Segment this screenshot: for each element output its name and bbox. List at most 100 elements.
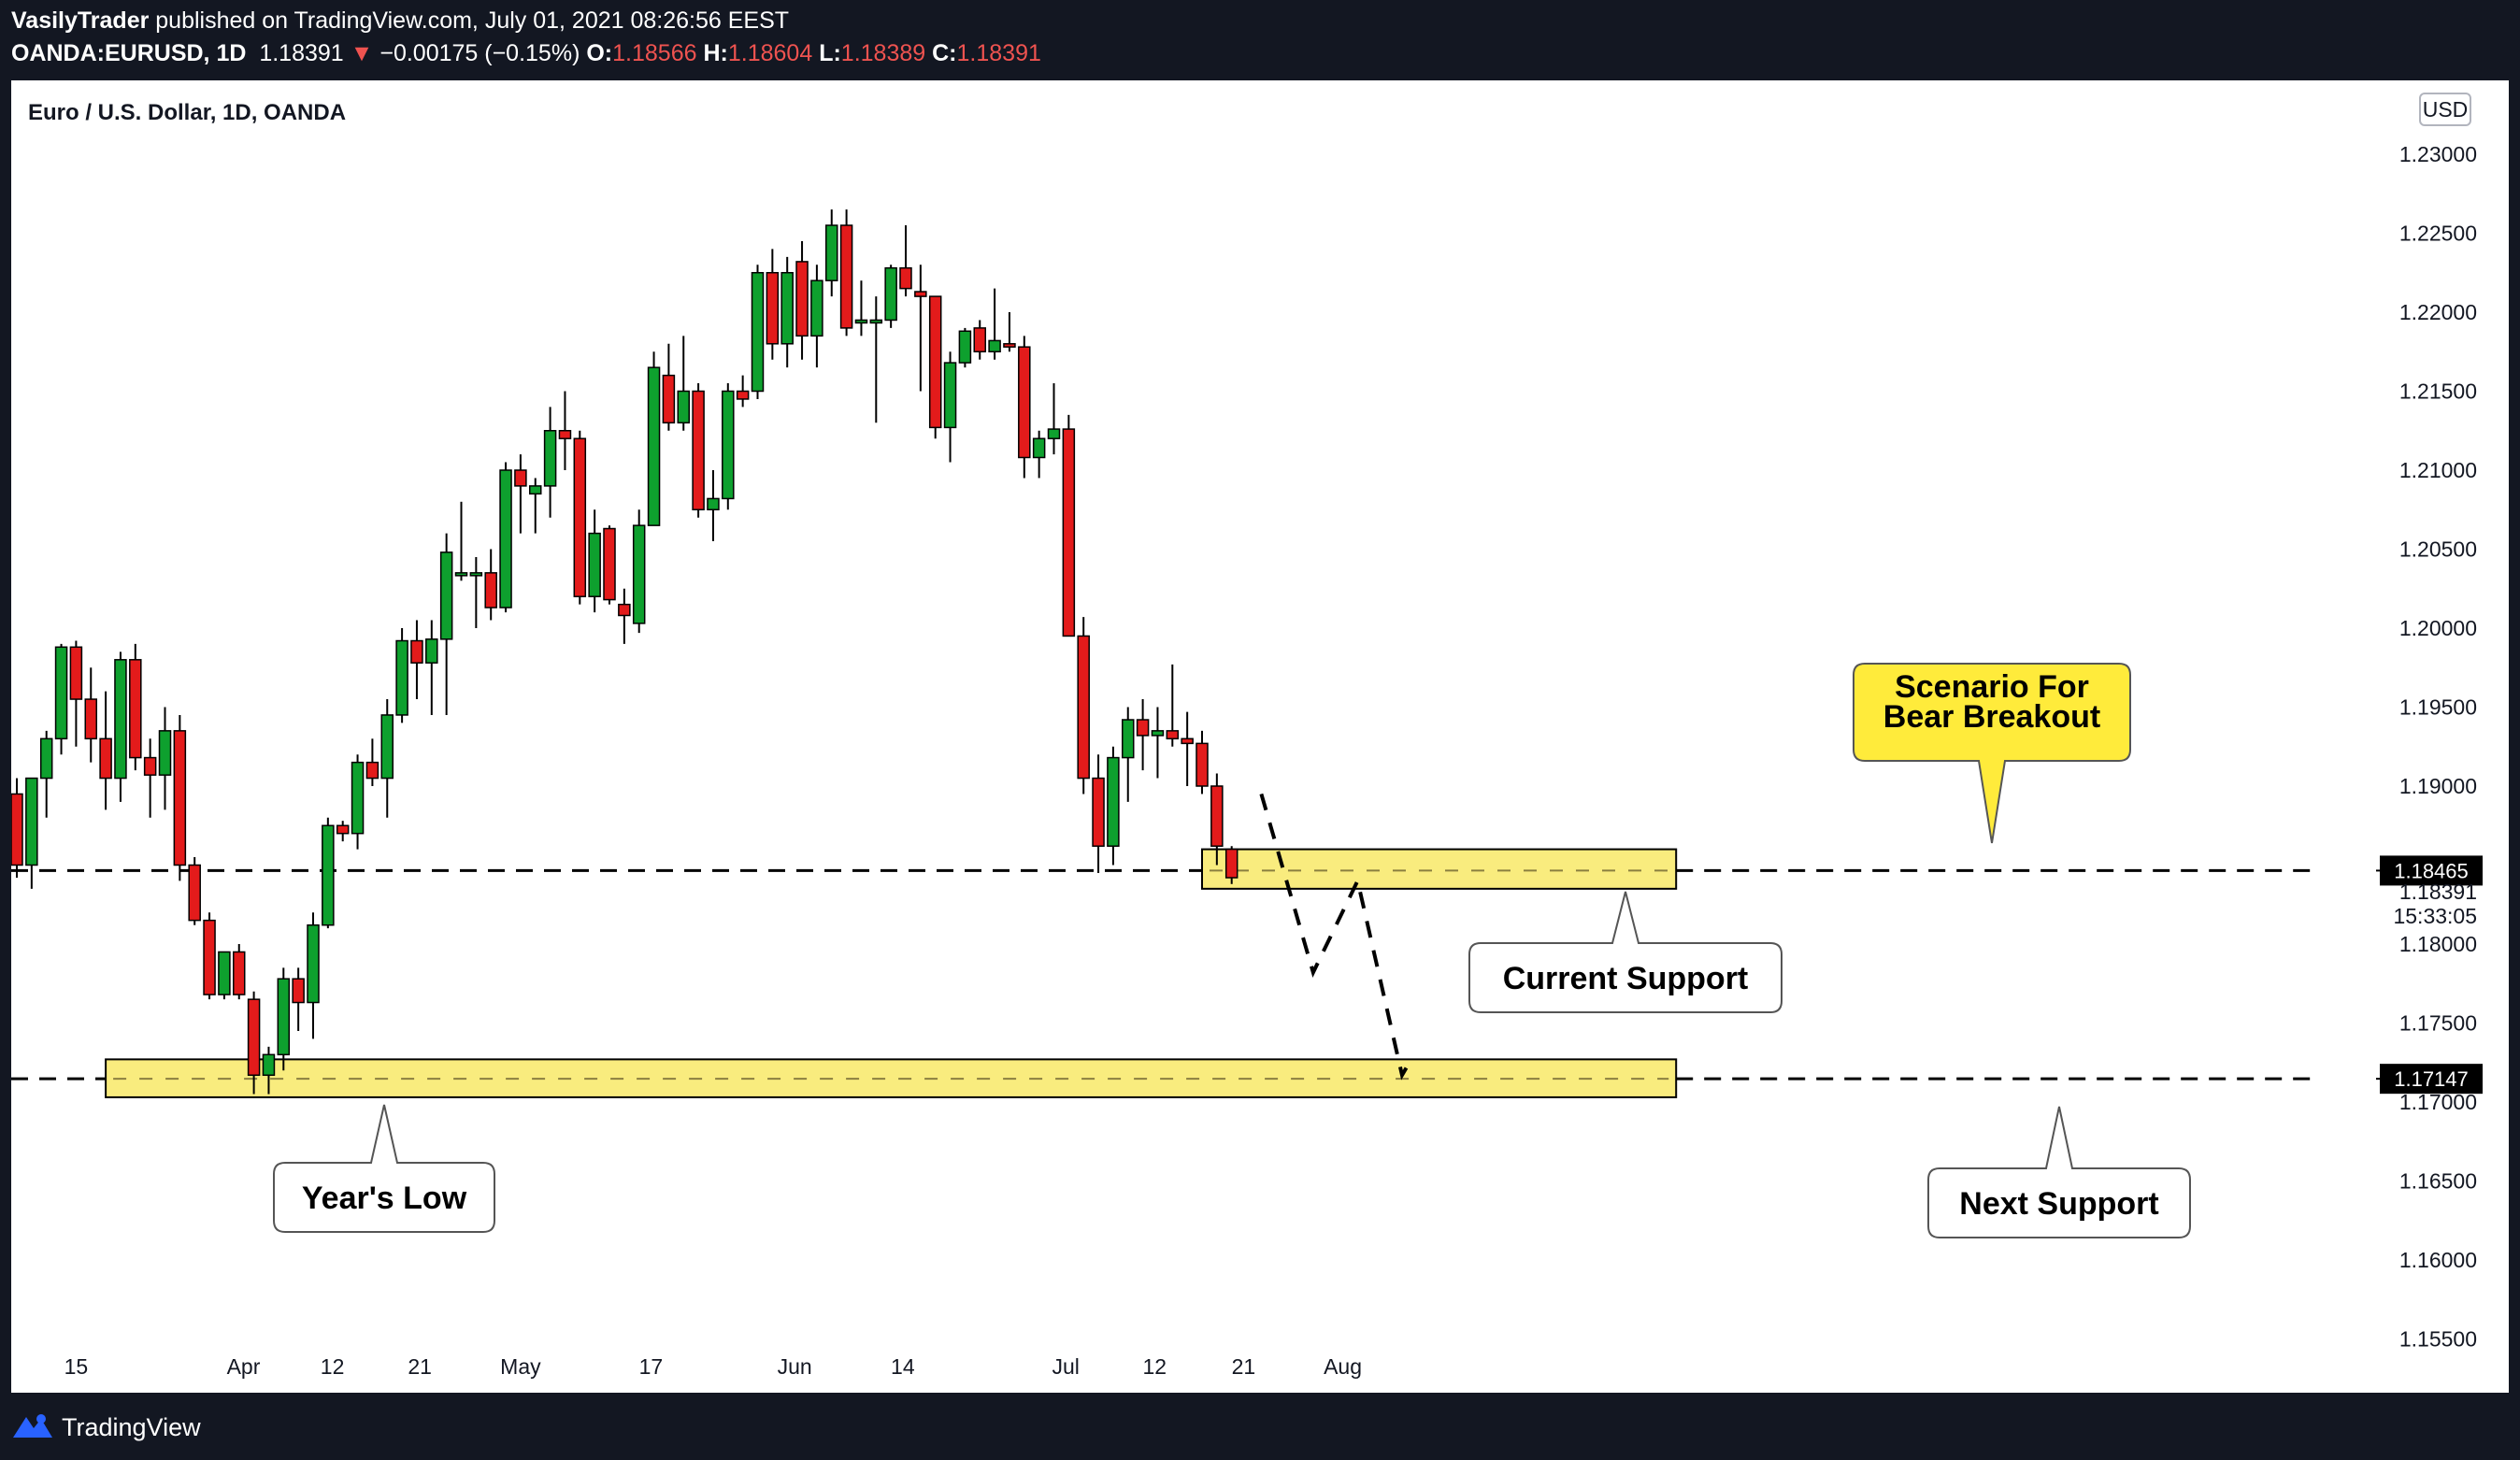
symbol-name[interactable]: OANDA:EURUSD, 1D bbox=[11, 40, 247, 66]
publish-date: published on TradingView.com, July 01, 2… bbox=[149, 7, 790, 34]
candle-body bbox=[218, 951, 231, 995]
x-tick-label: 21 bbox=[408, 1354, 432, 1379]
scenario-callout-label: Bear Breakout bbox=[1883, 699, 2100, 735]
candle-body bbox=[1151, 730, 1165, 737]
candle-body bbox=[84, 698, 97, 740]
y-tick-label: 1.20000 bbox=[2399, 616, 2477, 640]
candle-body bbox=[336, 824, 350, 835]
candle-body bbox=[1136, 719, 1150, 737]
candle-body bbox=[292, 978, 305, 1004]
current-support-callout-label: Current Support bbox=[1503, 961, 1749, 996]
publisher-name[interactable]: VasilyTrader bbox=[11, 7, 150, 34]
candle-body bbox=[410, 639, 423, 664]
candle-body bbox=[736, 390, 750, 400]
candle-body bbox=[928, 295, 942, 429]
x-tick-label: 12 bbox=[1142, 1354, 1167, 1379]
y-tick-label: 1.19500 bbox=[2399, 695, 2477, 720]
candle-body bbox=[603, 527, 616, 601]
candle-body bbox=[277, 978, 291, 1056]
candle-body bbox=[1077, 635, 1090, 780]
candle-body bbox=[869, 319, 883, 324]
y-tick-label: 1.18000 bbox=[2399, 932, 2477, 956]
tradingview-brand[interactable]: TradingView bbox=[62, 1413, 201, 1441]
x-tick-label: 12 bbox=[321, 1354, 345, 1379]
candle-body bbox=[1018, 346, 1031, 459]
candle-body bbox=[499, 469, 512, 608]
price-tag bbox=[2380, 855, 2483, 886]
candle-body bbox=[11, 793, 23, 866]
candle-body bbox=[1181, 737, 1194, 745]
candle-body bbox=[365, 761, 379, 780]
candle-body bbox=[307, 923, 320, 1004]
tradingview-logo-icon[interactable] bbox=[11, 1411, 54, 1441]
years-low-callout-label: Year's Low bbox=[302, 1181, 467, 1216]
scenario-callout-label: Scenario For bbox=[1895, 669, 2089, 705]
y-tick-label: 1.19000 bbox=[2399, 774, 2477, 798]
candle-body bbox=[233, 951, 246, 995]
candle-body bbox=[262, 1053, 276, 1077]
last-price-label: 1.18391 bbox=[2399, 880, 2477, 904]
candle-body bbox=[766, 272, 780, 345]
candle-body bbox=[1166, 730, 1180, 740]
support-zone-current-support bbox=[1201, 848, 1678, 890]
y-tick-label: 1.16500 bbox=[2399, 1169, 2477, 1194]
candle-body bbox=[958, 330, 972, 364]
candle-body bbox=[425, 638, 438, 664]
y-tick-label: 1.22500 bbox=[2399, 222, 2477, 246]
y-tick-label: 1.21000 bbox=[2399, 458, 2477, 482]
candle-body bbox=[573, 437, 587, 597]
candle-body bbox=[129, 659, 142, 759]
x-tick-label: Jun bbox=[778, 1354, 812, 1379]
y-tick-label: 1.23000 bbox=[2399, 142, 2477, 166]
open-value: 1.18566 bbox=[612, 40, 697, 66]
candle-body bbox=[543, 430, 557, 487]
bar-countdown: 15:33:05 bbox=[2393, 904, 2477, 928]
high-value: 1.18604 bbox=[727, 40, 813, 66]
scenario-callout-bubble bbox=[1853, 663, 2131, 844]
candle-body bbox=[469, 572, 483, 577]
price-chart[interactable]: Euro / U.S. Dollar, 1D, OANDA USD 1.23000 1… bbox=[11, 80, 2509, 1393]
candle-body bbox=[884, 266, 897, 322]
y-tick-label: 1.17000 bbox=[2399, 1090, 2477, 1114]
low-label: L: bbox=[819, 40, 841, 66]
current-support-callout-bubble bbox=[1468, 891, 1783, 1013]
candle-body bbox=[39, 737, 53, 780]
candle-body bbox=[99, 737, 112, 780]
candle-body bbox=[943, 362, 957, 429]
x-tick-label: May bbox=[500, 1354, 541, 1379]
candle-body bbox=[810, 279, 823, 337]
currency-badge bbox=[2419, 93, 2471, 126]
candle-body bbox=[1122, 719, 1135, 759]
candle-body bbox=[1107, 756, 1120, 847]
candle-body bbox=[203, 919, 216, 995]
candle-body bbox=[825, 224, 838, 281]
candle-body bbox=[1196, 742, 1209, 787]
candle-body bbox=[351, 761, 365, 835]
y-tick-label: 1.15500 bbox=[2399, 1327, 2477, 1352]
high-label: H: bbox=[703, 40, 728, 66]
chart-panel[interactable]: Euro / U.S. Dollar, 1D, OANDA USD 1.23000 1… bbox=[11, 80, 2509, 1393]
candle-body bbox=[1224, 848, 1239, 879]
candle-body bbox=[188, 864, 201, 922]
candle-body bbox=[1003, 343, 1016, 348]
price-change: −0.00175 (−0.15%) bbox=[379, 40, 580, 66]
last-price: 1.18391 bbox=[259, 40, 344, 66]
candle-body bbox=[25, 777, 38, 866]
candle-body bbox=[143, 756, 157, 776]
candle-body bbox=[1210, 785, 1224, 847]
candle-body bbox=[114, 659, 127, 780]
candle-body bbox=[529, 485, 542, 495]
price-tag-label: 1.18465 bbox=[2394, 859, 2469, 882]
y-tick-label: 1.20500 bbox=[2399, 537, 2477, 562]
candle-body bbox=[558, 430, 572, 439]
x-tick-label: 15 bbox=[64, 1354, 89, 1379]
candle-body bbox=[780, 272, 794, 345]
candle-body bbox=[173, 730, 187, 866]
candle-body bbox=[247, 998, 261, 1077]
candle-body bbox=[632, 524, 646, 624]
x-tick-label: 17 bbox=[639, 1354, 664, 1379]
candle-body bbox=[588, 532, 601, 597]
x-tick-label: Aug bbox=[1324, 1354, 1362, 1379]
publish-info: VasilyTrader published on TradingView.co… bbox=[11, 7, 789, 35]
y-tick-label: 1.16000 bbox=[2399, 1248, 2477, 1272]
